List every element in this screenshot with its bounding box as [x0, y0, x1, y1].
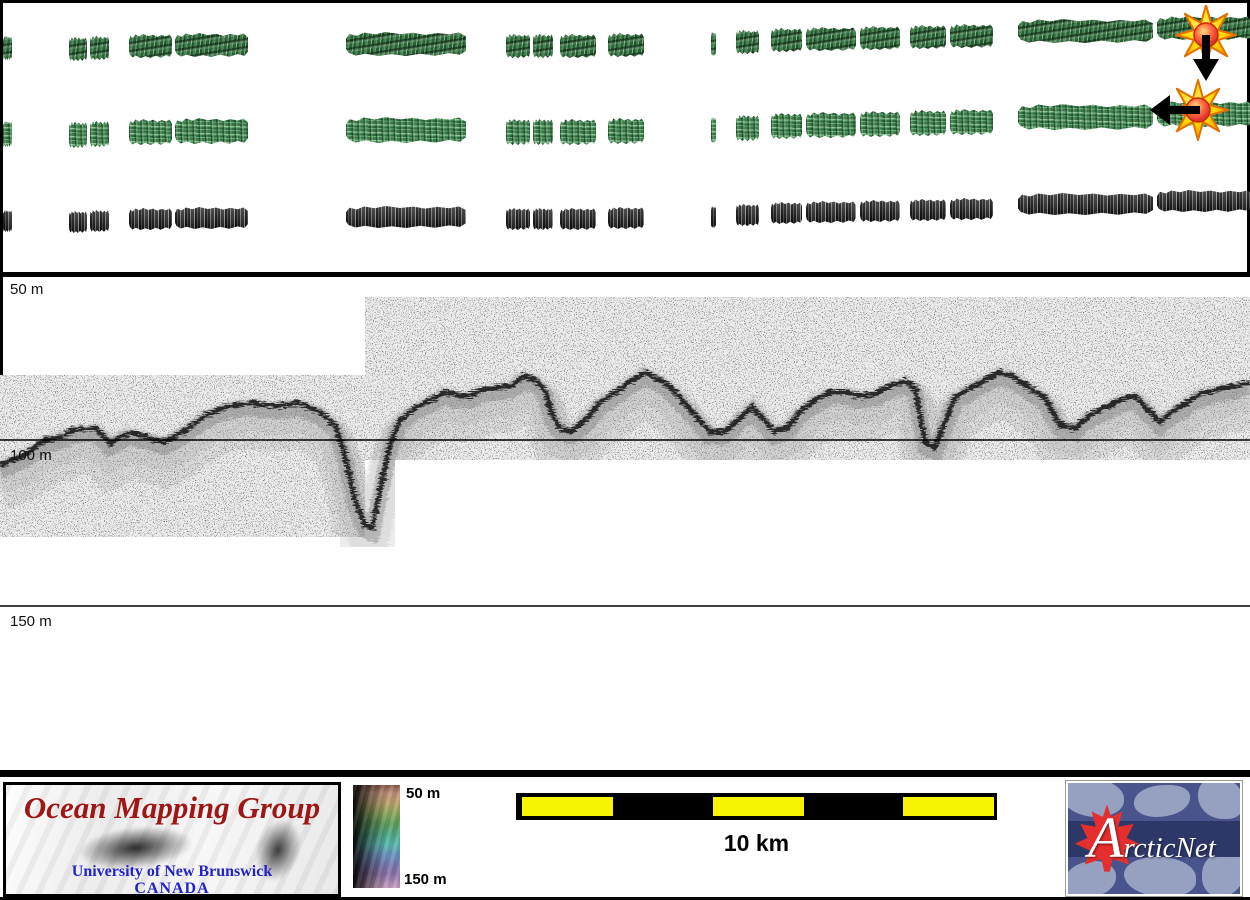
- sun-illumination-left-icon: [1148, 75, 1233, 145]
- bathymetry-strip-sun-east: [950, 109, 993, 135]
- bathymetry-strip-sun-north: [950, 24, 993, 48]
- ocean-mapping-group-logo: Ocean Mapping Group University of New Br…: [3, 782, 341, 897]
- sun-illumination-down-icon: [1171, 5, 1241, 85]
- backscatter-strip: [69, 211, 87, 233]
- arcticnet-initial: A: [1088, 799, 1123, 877]
- arcticnet-logo: ArcticNet: [1065, 780, 1243, 897]
- depth-label-100m: 100 m: [10, 447, 52, 464]
- bathymetry-strip-sun-north: [175, 33, 248, 57]
- bathymetry-strip-sun-north: [771, 28, 802, 52]
- bathymetry-strip-sun-east: [736, 115, 759, 141]
- bathymetry-strip-sun-north: [608, 33, 644, 57]
- backscatter-strip: [533, 208, 553, 230]
- bathymetry-strip-sun-east: [771, 113, 802, 139]
- footer: Ocean Mapping Group University of New Br…: [0, 777, 1250, 897]
- depth-color-legend: [353, 785, 400, 888]
- bathymetry-strip-sun-north: [806, 27, 856, 51]
- bathymetry-strip-sun-north: [736, 30, 759, 54]
- bathymetry-strip-sun-north: [69, 37, 87, 61]
- backscatter-strip: [346, 206, 466, 228]
- bathymetry-strip-sun-east: [1018, 104, 1153, 130]
- map-scale-bar: [516, 793, 997, 820]
- bathymetry-strip-sun-north: [860, 26, 900, 50]
- backscatter-strip: [90, 210, 109, 232]
- bathymetry-strip-sun-east: [533, 119, 553, 145]
- arcticnet-rest: rcticNet: [1123, 832, 1215, 865]
- subbottom-profile-panel: 50 m 100 m 150 m: [0, 277, 1250, 770]
- arcticnet-logo-inner: ArcticNet: [1068, 783, 1240, 894]
- bathymetry-strip-sun-east: [910, 110, 946, 136]
- backscatter-strip: [771, 202, 802, 224]
- ocean-mapping-figure: 50 m 100 m 150 m Ocean Mapping Group Uni…: [0, 0, 1250, 900]
- bathymetry-strip-sun-north: [1018, 19, 1153, 43]
- bathymetry-strip-sun-east: [175, 118, 248, 144]
- scale-bar-segment: [903, 797, 994, 816]
- arcticnet-wordmark: ArcticNet: [1088, 799, 1216, 877]
- bathymetry-strip-sun-east: [711, 117, 716, 143]
- backscatter-strip: [560, 208, 596, 230]
- bathymetry-strip-sun-east: [346, 117, 466, 143]
- bathymetry-strip-sun-north: [506, 34, 530, 58]
- backscatter-strip: [736, 204, 759, 226]
- bathymetry-strip-sun-north: [3, 36, 12, 60]
- omg-university: University of New Brunswick: [6, 863, 338, 881]
- backscatter-strip: [910, 199, 946, 221]
- bathymetry-strip-sun-north: [346, 32, 466, 56]
- bathymetry-strip-sun-east: [3, 121, 12, 147]
- backscatter-strip: [711, 206, 716, 228]
- bathymetry-strip-sun-east: [69, 122, 87, 148]
- bathymetry-strip-sun-east: [608, 118, 644, 144]
- depth-label-50m: 50 m: [10, 281, 43, 298]
- echogram: [0, 277, 1250, 770]
- scale-bar-label: 10 km: [516, 830, 997, 857]
- backscatter-strip: [3, 210, 12, 232]
- horizontal-separator: [0, 770, 1250, 777]
- bathymetry-strip-sun-east: [860, 111, 900, 137]
- bathymetry-strip-sun-east: [129, 119, 172, 145]
- omg-title: Ocean Mapping Group: [6, 790, 338, 826]
- bathymetry-strip-sun-north: [910, 25, 946, 49]
- bathymetry-strip-sun-east: [806, 112, 856, 138]
- bathymetry-strip-sun-north: [90, 36, 109, 60]
- backscatter-strip: [608, 207, 644, 229]
- legend-label-150m: 150 m: [404, 871, 447, 888]
- legend-label-50m: 50 m: [406, 785, 440, 802]
- backscatter-strip: [860, 200, 900, 222]
- scale-bar-segment: [713, 797, 804, 816]
- backscatter-strip: [129, 208, 172, 230]
- depth-label-150m: 150 m: [10, 613, 52, 630]
- backscatter-strip: [806, 201, 856, 223]
- omg-country: CANADA: [6, 880, 338, 897]
- panel-left-border: [0, 277, 3, 375]
- backscatter-strip: [1157, 190, 1250, 212]
- bathymetry-strip-sun-east: [506, 119, 530, 145]
- backscatter-strip: [1018, 193, 1153, 215]
- bathymetry-strip-sun-north: [129, 34, 172, 58]
- swath-panel: [0, 0, 1250, 277]
- backscatter-strip: [175, 207, 248, 229]
- bathymetry-strip-sun-north: [533, 34, 553, 58]
- backscatter-strip: [950, 198, 993, 220]
- bathymetry-strip-sun-north: [560, 34, 596, 58]
- bathymetry-strip-sun-east: [560, 119, 596, 145]
- backscatter-strip: [506, 208, 530, 230]
- scale-bar-segment: [522, 797, 613, 816]
- bathymetry-strip-sun-north: [711, 32, 716, 56]
- bathymetry-strip-sun-east: [90, 121, 109, 147]
